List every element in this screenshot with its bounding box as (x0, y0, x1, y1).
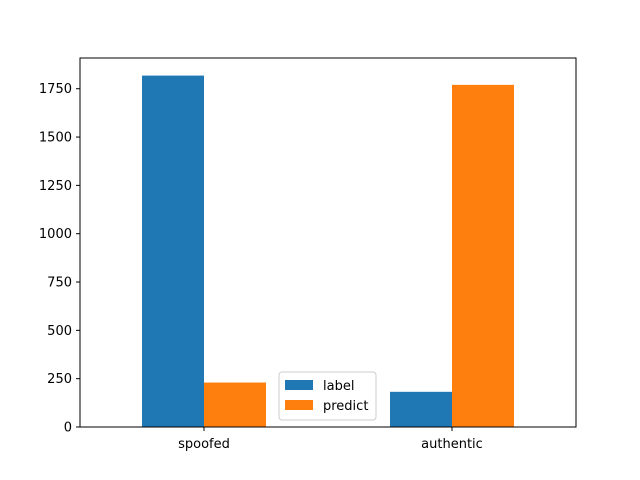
y-tick-label: 0 (64, 421, 72, 436)
bar-label-spoofed (142, 75, 204, 427)
y-tick-label: 1250 (39, 179, 72, 194)
plot-border (79, 57, 577, 428)
legend: label predict (278, 371, 377, 421)
x-tick-label: authentic (421, 437, 483, 452)
y-tick-label: 250 (47, 372, 72, 387)
legend-swatch-predict (285, 400, 313, 410)
y-tick-label: 1500 (39, 131, 72, 146)
bar-predict-spoofed (204, 382, 266, 427)
y-tick-label: 1750 (39, 82, 72, 97)
bars-group (142, 75, 514, 428)
x-tick-label: spoofed (178, 437, 230, 452)
y-tick-label: 750 (47, 276, 72, 291)
x-axis: spoofed authentic (178, 427, 483, 452)
bar-predict-authentic (452, 84, 514, 428)
y-tick-label: 1000 (39, 227, 72, 242)
legend-label-predict: predict (323, 399, 368, 414)
plot-frame (79, 57, 577, 428)
legend-swatch-label (285, 380, 313, 390)
legend-label-label: label (323, 379, 354, 394)
y-axis: 0 250 500 750 1000 1250 1500 1750 (39, 82, 80, 436)
y-tick-label: 500 (47, 324, 72, 339)
bar-label-authentic (390, 391, 452, 427)
